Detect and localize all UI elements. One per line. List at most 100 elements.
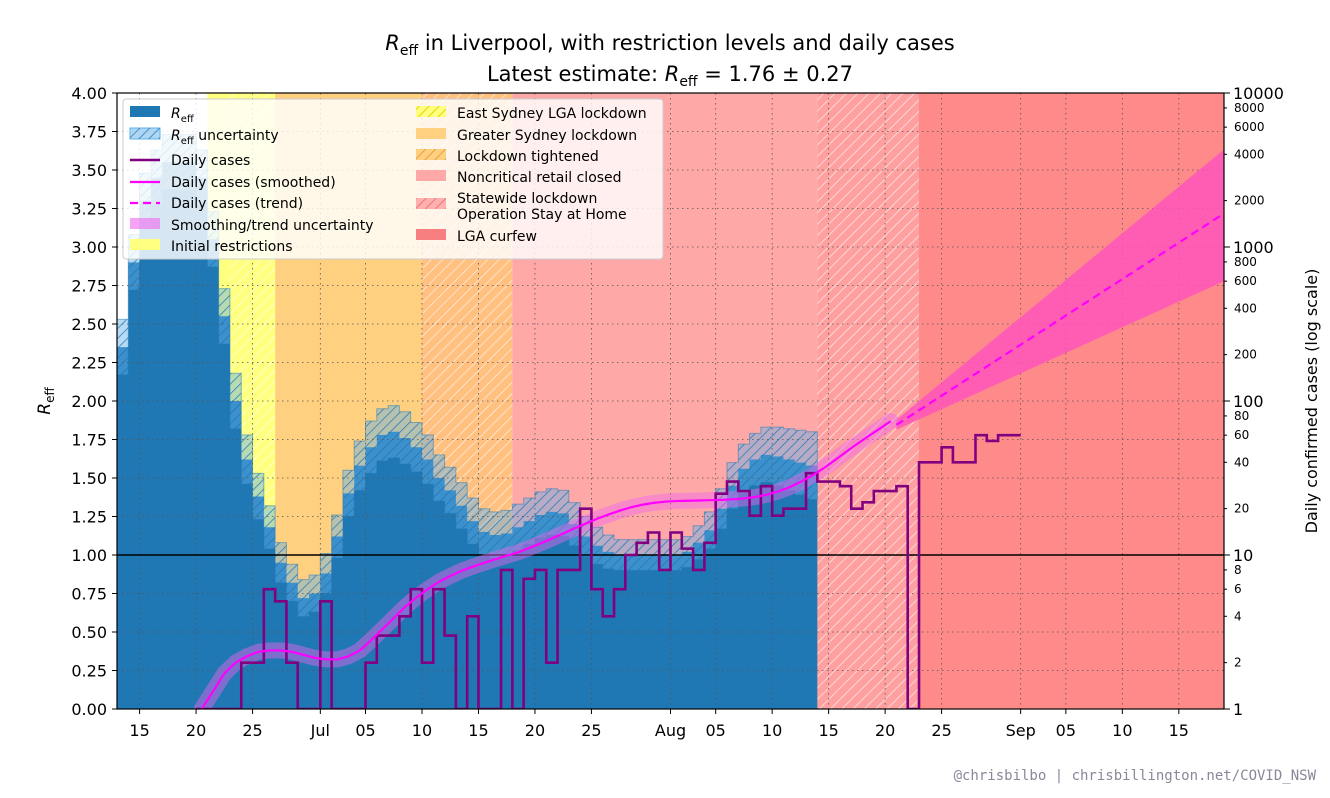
legend-right-label-2: Lockdown tightened	[457, 149, 599, 165]
y-axis-left-label: Reff	[35, 387, 57, 415]
legend-left-label-5: Smoothing/trend uncertainty	[171, 218, 374, 234]
y-left-tick-label-10: 2.50	[71, 315, 107, 334]
x-tick-label-1: 20	[186, 721, 206, 740]
y-right-minor-label-6: 60	[1234, 428, 1249, 442]
x-tick-label-11: 10	[762, 721, 782, 740]
y-left-tick-label-1: 0.25	[71, 662, 107, 681]
legend-left-label-1: Reff uncertainty	[171, 128, 279, 147]
chart-title: Reff in Liverpool, with restriction leve…	[385, 31, 954, 59]
y-left-tick-label-2: 0.50	[71, 623, 107, 642]
y-left-tick-label-3: 0.75	[71, 585, 107, 604]
y-right-tick-label-1: 10	[1233, 546, 1253, 565]
y-right-minor-label-13: 4000	[1234, 147, 1265, 161]
y-right-minor-label-3: 8	[1234, 563, 1242, 577]
x-tick-label-2: 25	[242, 721, 262, 740]
x-tick-label-9: Aug	[655, 721, 686, 740]
y-left-tick-label-11: 2.75	[71, 277, 107, 296]
legend-left-label-3: Daily cases (smoothed)	[171, 175, 336, 191]
x-tick-label-17: 10	[1112, 721, 1132, 740]
legend-right-swatch-0-shape	[416, 106, 446, 117]
legend-right-swatch-1	[416, 128, 446, 139]
y-left-tick-label-4: 1.00	[71, 546, 107, 565]
legend-right-swatch-4	[416, 198, 446, 209]
y-left-tick-label-12: 3.00	[71, 238, 107, 257]
x-tick-label-7: 20	[525, 721, 545, 740]
legend-right-label-1: Greater Sydney lockdown	[457, 128, 637, 144]
legend-right-swatch-5-shape	[416, 229, 446, 240]
x-tick-label-0: 15	[129, 721, 149, 740]
x-tick-label-16: 05	[1056, 721, 1076, 740]
x-tick-label-3: Jul	[310, 721, 330, 740]
y-left-tick-label-13: 3.25	[71, 200, 107, 219]
legend-box	[122, 98, 664, 260]
daily-cases-line	[196, 433, 1021, 709]
y-right-minor-label-12: 2000	[1234, 194, 1265, 208]
y-right-tick-label-4: 10000	[1233, 84, 1284, 103]
legend-right-swatch-2	[416, 149, 446, 160]
x-tick-label-12: 15	[818, 721, 838, 740]
x-tick-label-6: 15	[468, 721, 488, 740]
y-right-minor-label-7: 80	[1234, 409, 1249, 423]
legend-right-swatch-1-shape	[416, 128, 446, 139]
y-left-tick-label-15: 3.75	[71, 123, 107, 142]
legend-right-label-3: Noncritical retail closed	[457, 170, 622, 186]
legend-right-label-4: Statewide lockdown	[457, 191, 597, 207]
legend-left-swatch-0-shape	[130, 106, 160, 117]
x-tick-label-14: 25	[931, 721, 951, 740]
y-right-tick-label-2: 100	[1233, 392, 1264, 411]
y-left-tick-label-9: 2.25	[71, 354, 107, 373]
legend-left-swatch-0	[130, 106, 160, 117]
x-tick-label-13: 20	[875, 721, 895, 740]
legend-right-swatch-5	[416, 229, 446, 240]
legend-left-label-0: Reff	[171, 106, 195, 125]
legend-left-label-6: Initial restrictions	[171, 239, 293, 255]
y-left-tick-label-6: 1.50	[71, 469, 107, 488]
x-tick-label-15: Sep	[1006, 721, 1036, 740]
reff-area	[117, 162, 818, 709]
y-right-tick-label-3: 1000	[1233, 238, 1274, 257]
x-tick-label-5: 10	[412, 721, 432, 740]
y-right-tick-label-0: 1	[1233, 700, 1243, 719]
legend-left-swatch-5-shape	[130, 218, 160, 229]
y-axis-right-label: Daily confirmed cases (log scale)	[1302, 269, 1321, 534]
legend-left-swatch-6	[130, 239, 160, 250]
legend-right-label-0: East Sydney LGA lockdown	[457, 106, 647, 122]
y-left-tick-label-0: 0.00	[71, 700, 107, 719]
legend-right-label-5: LGA curfew	[457, 229, 537, 245]
legend-right-swatch-3-shape	[416, 170, 446, 181]
y-left-tick-label-7: 1.75	[71, 431, 107, 450]
legend-right-swatch-3	[416, 170, 446, 181]
y-right-minor-label-1: 4	[1234, 609, 1242, 623]
legend-left-swatch-6-shape	[130, 239, 160, 250]
legend-left-swatch-1	[129, 127, 161, 140]
y-right-minor-label-2: 6	[1234, 582, 1242, 596]
y-right-minor-label-8: 200	[1234, 348, 1257, 362]
y-right-minor-label-4: 20	[1234, 502, 1249, 516]
legend-left-label-4: Daily cases (trend)	[171, 196, 303, 212]
y-right-minor-label-15: 8000	[1234, 101, 1265, 115]
legend-right-swatch-2-shape	[416, 149, 446, 160]
y-left-tick-label-5: 1.25	[71, 508, 107, 527]
y-left-tick-label-16: 4.00	[71, 84, 107, 103]
legend-right-label-4-line2: Operation Stay at Home	[457, 207, 627, 223]
legend-right-swatch-4-shape	[416, 198, 446, 209]
y-right-minor-label-14: 6000	[1234, 120, 1265, 134]
y-right-minor-label-10: 600	[1234, 274, 1257, 288]
chart-subtitle: Latest estimate: Reff = 1.76 ± 0.27	[487, 62, 853, 90]
y-left-tick-label-14: 3.50	[71, 161, 107, 180]
x-tick-label-4: 05	[355, 721, 375, 740]
y-right-minor-label-0: 2	[1234, 656, 1242, 670]
x-tick-label-18: 15	[1169, 721, 1189, 740]
credit-text: @chrisbilbo | chrisbillington.net/COVID_…	[953, 768, 1316, 784]
x-tick-label-10: 05	[706, 721, 726, 740]
legend-left-swatch-5	[130, 218, 160, 229]
legend-left-swatch-1-shape	[130, 128, 160, 139]
legend-left-label-2: Daily cases	[171, 153, 250, 169]
legend-right-swatch-0	[416, 106, 446, 117]
y-right-minor-label-11: 800	[1234, 255, 1257, 269]
y-left-tick-label-8: 2.00	[71, 392, 107, 411]
trend-uncertainty-band	[896, 149, 1224, 430]
daily-cases-smoothed-line	[200, 420, 892, 709]
y-right-minor-label-9: 400	[1234, 301, 1257, 315]
